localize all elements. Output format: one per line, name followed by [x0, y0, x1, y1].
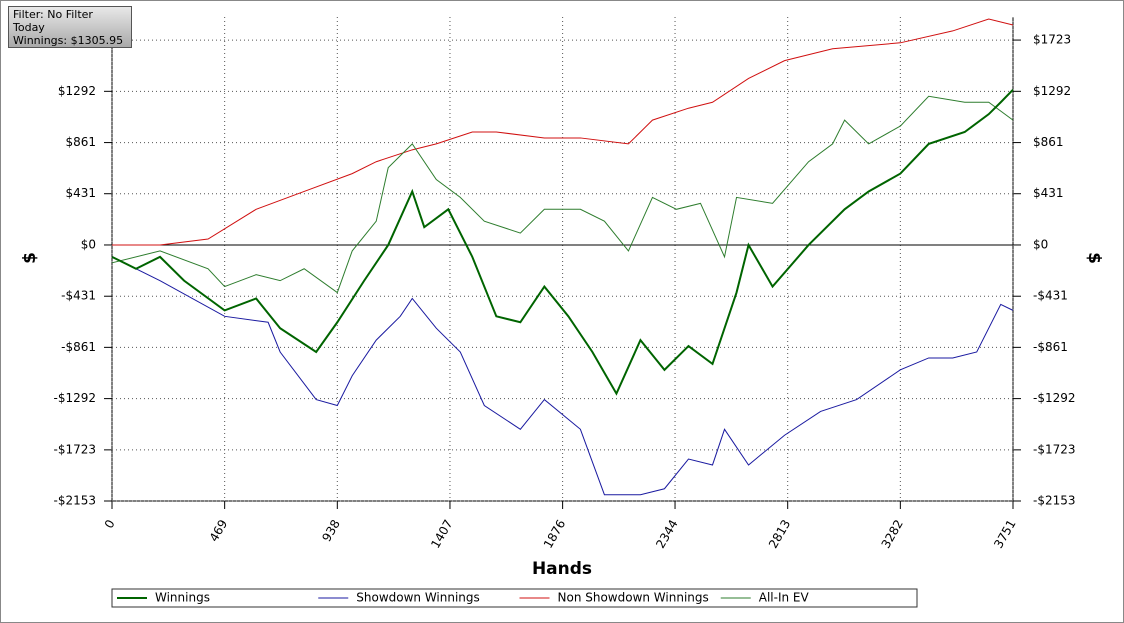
y2-tick-label: -$1723 [1033, 442, 1076, 456]
y-tick-label: -$2153 [53, 494, 96, 508]
x-tick-label: 2344 [653, 517, 680, 550]
filter-text: Winnings: $1305.95 [13, 34, 124, 47]
y2-tick-label: $861 [1033, 135, 1064, 149]
legend-label: Winnings [155, 591, 210, 605]
y-tick-label: -$431 [61, 289, 96, 303]
legend-label: Showdown Winnings [356, 591, 480, 605]
x-tick-label: 0 [102, 517, 118, 531]
x-tick-label: 3282 [879, 517, 906, 550]
x-tick-label: 1407 [428, 517, 455, 550]
series-line [111, 95, 1014, 294]
y2-tick-label: $0 [1033, 237, 1048, 251]
y2-tick-label: $431 [1033, 186, 1064, 200]
legend [111, 588, 918, 608]
y-tick-label: $861 [65, 135, 96, 149]
y2-tick-label: -$431 [1033, 289, 1068, 303]
y-tick-label: $431 [65, 186, 96, 200]
x-tick-label: 469 [207, 517, 231, 544]
x-tick-label: 938 [319, 517, 343, 544]
legend-label: Non Showdown Winnings [558, 591, 709, 605]
y2-tick-label: -$861 [1033, 340, 1068, 354]
y2-tick-label: -$1292 [1033, 391, 1076, 405]
series-line [112, 18, 1014, 246]
x-axis-title: Hands [532, 559, 592, 579]
filter-text: Filter: No Filter [13, 8, 93, 21]
y2-tick-label: $1292 [1033, 84, 1071, 98]
y-tick-label: $1292 [58, 84, 96, 98]
y-axis-title: $ [20, 252, 40, 264]
x-tick-label: 1876 [541, 517, 568, 550]
x-tick-label: 2813 [766, 517, 793, 550]
y-tick-label: -$1292 [53, 391, 96, 405]
legend-label: All-In EV [759, 591, 810, 605]
y2-tick-label: -$2153 [1033, 494, 1076, 508]
y2-tick-label: $1723 [1033, 33, 1071, 47]
x-tick-label: 3751 [991, 517, 1018, 550]
series-line [111, 256, 1014, 496]
y-tick-label: $0 [81, 237, 96, 251]
series-line [111, 88, 1014, 396]
filter-text: Today [13, 21, 45, 34]
y-tick-label: -$861 [61, 340, 96, 354]
filter-box: Filter: No Filter Today Winnings: $1305.95 [8, 6, 132, 48]
y2-axis-title: $ [1084, 252, 1104, 264]
y-tick-label: -$1723 [53, 442, 96, 456]
